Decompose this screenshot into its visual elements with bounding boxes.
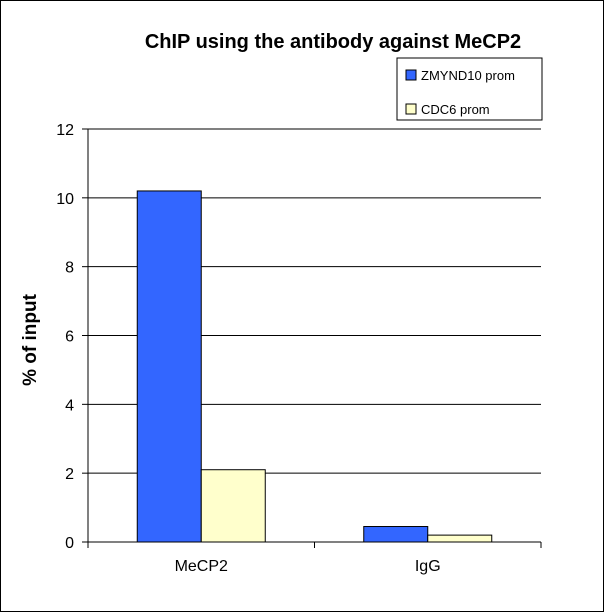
y-tick-label: 12 [56,122,74,139]
legend-swatch [405,103,417,115]
legend-label: CDC6 prom [421,102,490,117]
y-tick-label: 6 [65,329,74,346]
plot-area: 0 2 4 6 8 10 12 MeCP2 IgG [56,122,542,575]
legend-label: ZMYND10 prom [421,68,515,83]
y-tick-label: 2 [65,466,74,483]
x-tick-label: IgG [415,558,441,575]
legend-box [396,57,543,121]
y-tick-label: 8 [65,260,74,277]
y-tick-label: 0 [65,535,74,552]
y-axis-label: % of input [20,293,41,385]
bar-cdc6-prom-mecp2 [200,469,266,543]
legend: ZMYND10 prom CDC6 prom [396,57,543,121]
x-tick-label: MeCP2 [175,558,228,575]
y-tick-label: 4 [65,397,74,414]
bar-zmynd10-prom-mecp2 [136,190,202,543]
bar-cdc6-prom-igg [427,534,493,543]
y-tick-label: 10 [56,191,74,208]
chart-title: ChIP using the antibody against MeCP2 [145,31,521,53]
legend-swatch [405,69,417,81]
bar-zmynd10-prom-igg [363,526,429,543]
